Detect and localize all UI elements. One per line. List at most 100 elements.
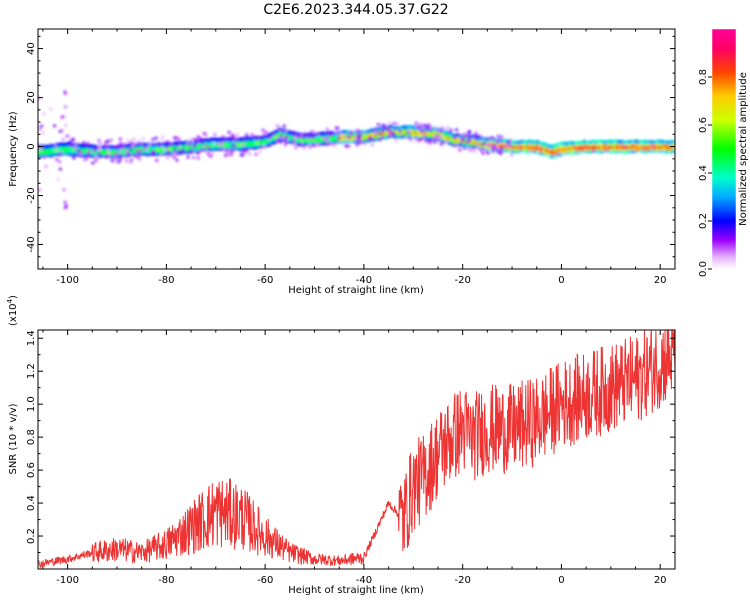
heat-point [337, 136, 341, 140]
heat-point [158, 149, 162, 154]
heat-point [231, 133, 235, 137]
heat-point [272, 132, 276, 136]
heat-point [292, 142, 296, 146]
heat-point [196, 151, 200, 155]
heat-point [298, 136, 302, 141]
heat-point [506, 140, 510, 144]
heat-point [667, 147, 671, 152]
heat-point [287, 139, 291, 144]
heat-point [600, 139, 605, 144]
heat-point [620, 144, 625, 149]
heat-point [425, 127, 429, 132]
heat-point [585, 149, 589, 154]
heat-point [638, 144, 642, 149]
heat-point [536, 148, 540, 153]
heat-point [307, 137, 311, 142]
heat-point [431, 137, 435, 141]
heat-point [125, 144, 129, 149]
heat-point [463, 146, 467, 150]
heat-point [360, 136, 365, 141]
heat-point [78, 152, 82, 156]
heat-point [325, 127, 329, 131]
heat-point [460, 143, 465, 148]
heat-point [91, 154, 96, 159]
heat-point [451, 143, 455, 147]
heat-point [378, 126, 382, 131]
heat-point [169, 146, 174, 151]
heat-point [405, 132, 409, 137]
heat-point [389, 127, 394, 132]
heat-point [233, 144, 237, 148]
heat-point [209, 145, 214, 150]
heat-point [80, 148, 85, 153]
x-tick-label: -20 [454, 575, 470, 586]
heat-point [494, 140, 498, 145]
heat-point [600, 142, 605, 147]
heat-point [374, 129, 378, 133]
heat-point [365, 129, 369, 134]
y-tick-label: -20 [26, 187, 37, 203]
heat-point [118, 152, 122, 156]
heat-point [620, 148, 625, 153]
heat-point [376, 128, 380, 133]
heat-point [656, 139, 660, 144]
heat-point [649, 148, 653, 153]
heat-point [461, 137, 465, 141]
heat-point [360, 140, 364, 144]
heat-point [369, 131, 374, 136]
heat-point [569, 144, 574, 149]
heat-point [64, 204, 68, 208]
heat-point [219, 141, 223, 145]
heat-point [49, 148, 54, 153]
heat-point [127, 139, 131, 143]
heat-point [94, 159, 98, 163]
heat-point [358, 130, 362, 135]
heat-point [665, 149, 669, 154]
heat-point [384, 126, 388, 130]
snr-panel: -100 -80 -60 -40 -20 0 20 0.2 0.4 0.6 0.8 1.0 1.2 1.… [6, 295, 676, 596]
heat-point [545, 148, 549, 153]
y-tick-label: 0.4 [26, 495, 37, 511]
heat-point [440, 138, 445, 143]
heat-point [345, 138, 349, 143]
heat-point [56, 142, 60, 147]
heat-point [385, 132, 389, 137]
heat-point [654, 140, 658, 145]
heat-point [305, 141, 309, 146]
heat-point [422, 130, 427, 135]
snr-y-axis-label: SNR (10 * v/v) [8, 403, 19, 474]
heat-point [369, 128, 374, 133]
heat-point [651, 145, 656, 150]
heat-point [97, 152, 101, 156]
heat-point [451, 133, 456, 138]
heat-point [71, 145, 76, 150]
heat-point [154, 151, 158, 156]
heat-point [49, 151, 54, 156]
heat-point [438, 137, 442, 142]
figure-title: C2E6.2023.344.05.37.G22 [263, 2, 448, 18]
heat-point [165, 142, 169, 147]
heat-point [38, 97, 41, 101]
heat-point [616, 149, 620, 154]
heat-point [214, 137, 218, 142]
heat-point [491, 142, 496, 147]
heat-point [142, 150, 147, 155]
heat-point [662, 145, 667, 150]
heat-point [622, 149, 627, 154]
heat-point [274, 134, 278, 139]
heat-point [278, 140, 282, 144]
snr-series-line [38, 330, 675, 569]
heat-point [527, 149, 531, 154]
heat-point [169, 149, 174, 154]
heat-point [634, 142, 638, 147]
heat-point [42, 151, 47, 156]
heat-point [58, 142, 62, 147]
heat-point [254, 145, 258, 150]
heat-point [631, 140, 636, 145]
heat-point [216, 144, 220, 149]
heat-point [385, 125, 389, 129]
heat-point [89, 144, 94, 149]
heat-point [491, 149, 495, 153]
heat-point [431, 132, 436, 137]
heat-point [509, 147, 514, 152]
